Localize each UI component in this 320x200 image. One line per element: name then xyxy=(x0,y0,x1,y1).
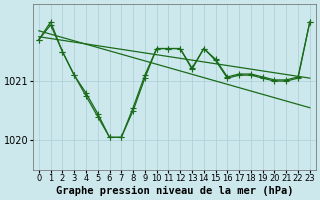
X-axis label: Graphe pression niveau de la mer (hPa): Graphe pression niveau de la mer (hPa) xyxy=(56,186,293,196)
